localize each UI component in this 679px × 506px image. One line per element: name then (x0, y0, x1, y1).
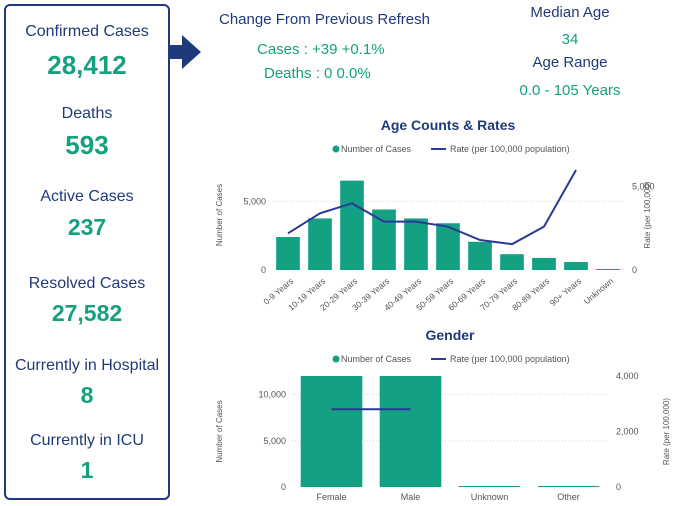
confirmed-cases-value: 28,412 (47, 50, 127, 80)
icu-value: 1 (80, 457, 94, 483)
age-legend-bar-label: Number of Cases (341, 144, 412, 154)
gender-xtick-label: Unknown (471, 492, 509, 502)
median-age-value: 34 (561, 31, 579, 48)
age-bar (500, 254, 524, 270)
resolved-cases-label: Resolved Cases (28, 275, 146, 292)
age-xtick-label: 80-89 Years (510, 276, 551, 313)
age-xtick-label: 60-69 Years (446, 276, 487, 313)
age-ylabel: Number of Cases (215, 184, 224, 246)
gender-legend-bar-label: Number of Cases (341, 354, 412, 364)
change-cases: Cases : +39 +0.1% (257, 41, 385, 58)
age-xtick-label: 70-79 Years (478, 276, 519, 313)
gender-bar (537, 486, 600, 487)
age-ytick-label: 0 (261, 265, 266, 275)
age-bar (340, 180, 364, 270)
active-cases-value: 237 (67, 214, 107, 240)
gender-xtick-label: Female (316, 492, 346, 502)
age-xtick-label: Unknown (582, 276, 616, 307)
gender-bar (300, 376, 363, 487)
age-xtick-label: 40-49 Years (382, 276, 423, 313)
gender-legend-line-label: Rate (per 100,000 population) (450, 354, 570, 364)
age-xtick-label: 20-29 Years (318, 276, 359, 313)
deaths-value: 593 (65, 130, 109, 160)
gender-ytick-label: 0 (281, 482, 286, 492)
age-xtick-label: 90+ Years (548, 276, 584, 308)
age-bar (596, 269, 620, 270)
age-chart-title: Age Counts & Rates (381, 117, 516, 133)
resolved-cases-value: 27,582 (51, 300, 123, 326)
age-ytick-label: 5,000 (243, 196, 266, 206)
active-cases-label: Active Cases (40, 188, 134, 205)
change-title: Change From Previous Refresh (219, 11, 430, 28)
age-xtick-label: 0-9 Years (261, 276, 295, 307)
gender-y2tick-label: 0 (616, 482, 621, 492)
icu-label: Currently in ICU (30, 432, 144, 449)
age-bar (276, 237, 300, 270)
gender-y2tick-label: 2,000 (616, 427, 639, 437)
gender-bar (379, 376, 442, 487)
gender-chart-title: Gender (425, 327, 475, 343)
age-bar (436, 223, 460, 270)
gender-xtick-label: Other (557, 492, 580, 502)
age-xtick-label: 10-19 Years (286, 276, 327, 313)
gender-y2tick-label: 4,000 (616, 371, 639, 381)
age-bar (468, 241, 492, 270)
age-bar (564, 262, 588, 270)
hospital-label: Currently in Hospital (14, 357, 160, 374)
gender-ytick-label: 5,000 (263, 436, 286, 446)
age-y2tick-label: 0 (632, 265, 637, 275)
age-bar (532, 257, 556, 270)
gender-y2label: Rate (per 100,000) (662, 398, 671, 465)
deaths-label: Deaths (61, 105, 113, 122)
age-xtick-label: 30-39 Years (350, 276, 391, 313)
gender-ylabel: Number of Cases (215, 400, 224, 462)
gender-ytick-label: 10,000 (258, 390, 286, 400)
age-bar (308, 218, 332, 270)
age-y2label: Rate (per 100,000) (643, 181, 652, 248)
age-legend-bar-marker (332, 145, 340, 153)
hospital-value: 8 (80, 382, 94, 408)
gender-xtick-label: Male (401, 492, 421, 502)
confirmed-cases-label: Confirmed Cases (25, 23, 149, 40)
summary-panel: Confirmed Cases 28,412 Deaths 593 Active… (4, 4, 170, 500)
change-deaths: Deaths : 0 0.0% (264, 65, 371, 82)
age-legend-line-label: Rate (per 100,000 population) (450, 144, 570, 154)
age-range-label: Age Range (532, 54, 608, 71)
age-y2tick-label: 5,000 (632, 182, 655, 192)
age-bar (372, 209, 396, 270)
gender-legend-bar-marker (332, 355, 340, 363)
median-age-label: Median Age (530, 4, 610, 21)
age-xtick-label: 50-59 Years (414, 276, 455, 313)
arrow-right-icon (168, 35, 201, 69)
gender-bar (458, 486, 521, 487)
age-range-value: 0.0 - 105 Years (519, 82, 621, 99)
age-rate-line (287, 169, 577, 246)
age-bar (404, 218, 428, 270)
